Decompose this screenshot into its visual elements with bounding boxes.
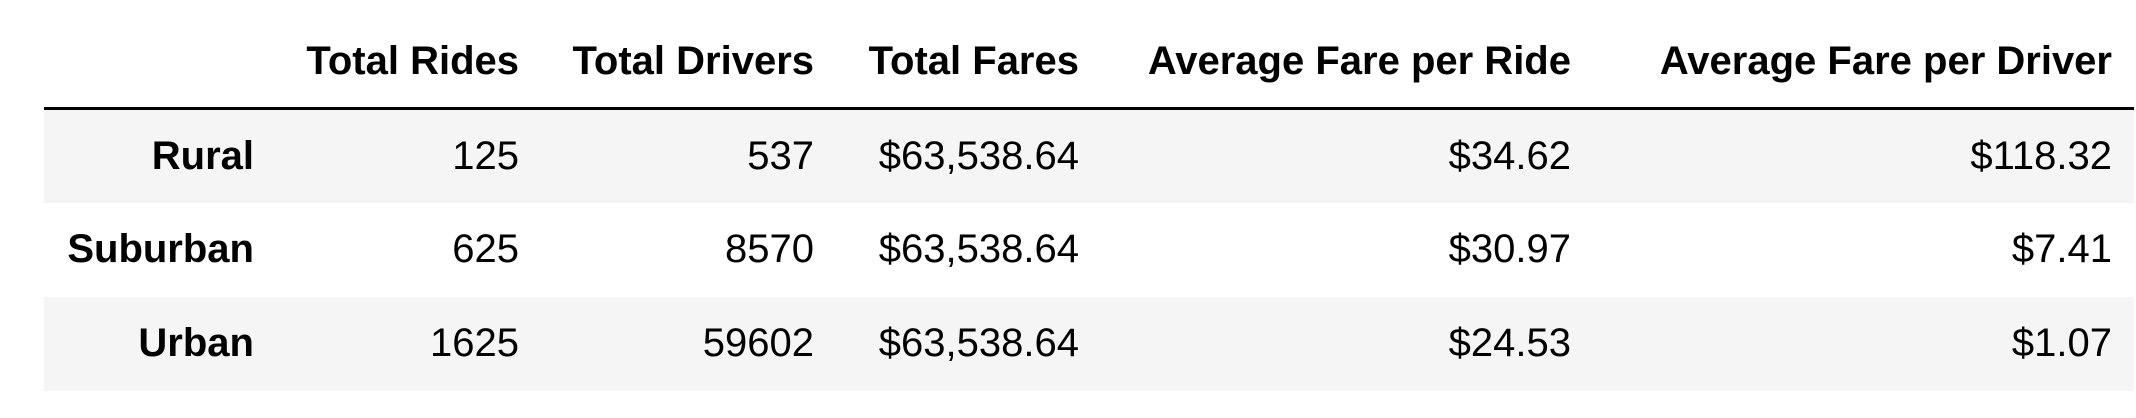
row-label: Suburban <box>67 227 254 271</box>
total-rides-cell: 125 <box>452 133 519 178</box>
table-row: Suburban 625 8570 $63,538.64 $30.97 $7.4… <box>44 202 2134 297</box>
table-body: Rural 125 537 $63,538.64 $34.62 $118.32 … <box>44 108 2134 391</box>
total-rides-cell: 625 <box>452 227 519 271</box>
row-label: Rural <box>151 133 254 178</box>
table-row: Rural 125 537 $63,538.64 $34.62 $118.32 <box>44 108 2134 203</box>
index-header <box>44 16 276 110</box>
average-fare-per-ride-cell: $30.97 <box>1448 227 1571 271</box>
table-row: Urban 1625 59602 $63,538.64 $24.53 $1.07 <box>44 296 2134 391</box>
average-fare-per-ride-cell: $24.53 <box>1448 321 1571 365</box>
total-drivers-cell: 59602 <box>702 321 814 365</box>
summary-table: Total Rides Total Drivers Total Fares Av… <box>44 16 2134 391</box>
total-fares-cell: $63,538.64 <box>878 133 1079 178</box>
column-header-average-fare-per-driver: Average Fare per Driver <box>1593 16 2134 110</box>
total-drivers-cell: 537 <box>747 133 814 178</box>
table-header: Total Rides Total Drivers Total Fares Av… <box>44 16 2134 110</box>
average-fare-per-driver-cell: $118.32 <box>1970 133 2112 178</box>
header-row: Total Rides Total Drivers Total Fares Av… <box>44 16 2134 110</box>
total-rides-cell: 1625 <box>430 321 519 365</box>
average-fare-per-driver-cell: $1.07 <box>2011 321 2112 365</box>
total-fares-cell: $63,538.64 <box>878 321 1079 365</box>
column-header-total-fares: Total Fares <box>836 16 1101 110</box>
average-fare-per-ride-cell: $34.62 <box>1448 133 1571 178</box>
column-header-total-drivers: Total Drivers <box>541 16 836 110</box>
row-label: Urban <box>138 321 254 365</box>
column-header-total-rides: Total Rides <box>276 16 541 110</box>
average-fare-per-driver-cell: $7.41 <box>2011 227 2112 271</box>
column-header-average-fare-per-ride: Average Fare per Ride <box>1101 16 1593 110</box>
total-fares-cell: $63,538.64 <box>878 227 1079 271</box>
total-drivers-cell: 8570 <box>725 227 814 271</box>
